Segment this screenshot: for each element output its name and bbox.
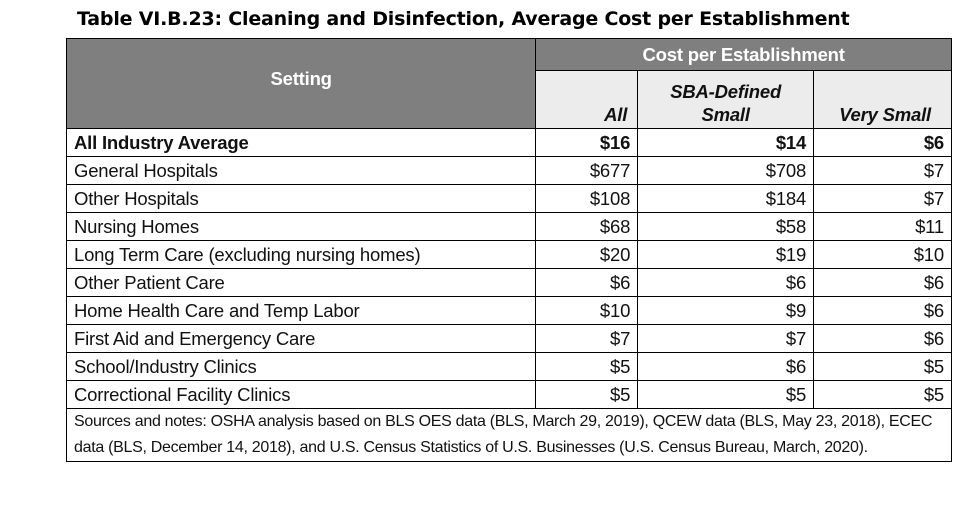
sba-cell: $5 bbox=[637, 380, 815, 409]
cost-table: Setting Cost per Establishment All SBA-D… bbox=[65, 38, 952, 462]
setting-cell: First Aid and Emergency Care bbox=[65, 324, 537, 353]
sba-cell: $708 bbox=[637, 156, 815, 185]
all-cell: $7 bbox=[535, 324, 639, 353]
sba-cell: $7 bbox=[637, 324, 815, 353]
all-cell: $677 bbox=[535, 156, 639, 185]
setting-cell: Correctional Facility Clinics bbox=[65, 380, 537, 409]
header-cost-group: Cost per Establishment bbox=[535, 38, 952, 71]
header-setting: Setting bbox=[65, 38, 537, 129]
all-cell: $10 bbox=[535, 296, 639, 325]
all-cell: $108 bbox=[535, 184, 639, 213]
sources-notes: Sources and notes: OSHA analysis based o… bbox=[66, 408, 952, 462]
sba-cell: $9 bbox=[637, 296, 815, 325]
table-row: Long Term Care (excluding nursing homes)… bbox=[65, 240, 952, 269]
setting-cell: Home Health Care and Temp Labor bbox=[65, 296, 537, 325]
table-row: Nursing Homes $68 $58 $11 bbox=[65, 212, 952, 241]
sba-cell: $58 bbox=[637, 212, 815, 241]
setting-cell: Long Term Care (excluding nursing homes) bbox=[65, 240, 537, 269]
setting-cell: Other Hospitals bbox=[65, 184, 537, 213]
very-small-cell: $6 bbox=[813, 324, 952, 353]
all-cell: $16 bbox=[535, 128, 639, 157]
all-cell: $68 bbox=[535, 212, 639, 241]
all-cell: $6 bbox=[535, 268, 639, 297]
setting-cell: Other Patient Care bbox=[65, 268, 537, 297]
very-small-cell: $7 bbox=[813, 184, 952, 213]
very-small-cell: $5 bbox=[813, 380, 952, 409]
table-row: Other Hospitals $108 $184 $7 bbox=[65, 184, 952, 213]
very-small-cell: $10 bbox=[813, 240, 952, 269]
setting-cell: All Industry Average bbox=[65, 128, 537, 157]
very-small-cell: $5 bbox=[813, 352, 952, 381]
setting-cell: Nursing Homes bbox=[65, 212, 537, 241]
sba-cell: $14 bbox=[637, 128, 815, 157]
very-small-cell: $11 bbox=[813, 212, 952, 241]
table-row: Home Health Care and Temp Labor $10 $9 $… bbox=[65, 296, 952, 325]
sba-cell: $6 bbox=[637, 268, 815, 297]
very-small-cell: $6 bbox=[813, 128, 952, 157]
header-sba-small: SBA-Defined Small bbox=[637, 70, 815, 129]
very-small-cell: $7 bbox=[813, 156, 952, 185]
very-small-cell: $6 bbox=[813, 296, 952, 325]
all-cell: $5 bbox=[535, 352, 639, 381]
sba-cell: $184 bbox=[637, 184, 815, 213]
header-all: All bbox=[535, 70, 639, 129]
header-sba-small-label: SBA-Defined Small bbox=[670, 81, 782, 125]
table-body: All Industry Average $16 $14 $6 General … bbox=[65, 128, 952, 462]
table-row: Correctional Facility Clinics $5 $5 $5 bbox=[65, 380, 952, 409]
table-row: Other Patient Care $6 $6 $6 bbox=[65, 268, 952, 297]
setting-cell: General Hospitals bbox=[65, 156, 537, 185]
sba-cell: $6 bbox=[637, 352, 815, 381]
table-row: General Hospitals $677 $708 $7 bbox=[65, 156, 952, 185]
table-row: School/Industry Clinics $5 $6 $5 bbox=[65, 352, 952, 381]
table-row: First Aid and Emergency Care $7 $7 $6 bbox=[65, 324, 952, 353]
table-row: All Industry Average $16 $14 $6 bbox=[65, 128, 952, 157]
sba-cell: $19 bbox=[637, 240, 815, 269]
setting-cell: School/Industry Clinics bbox=[65, 352, 537, 381]
notes-row: Sources and notes: OSHA analysis based o… bbox=[66, 408, 952, 462]
very-small-cell: $6 bbox=[813, 268, 952, 297]
table-title: Table VI.B.23: Cleaning and Disinfection… bbox=[77, 8, 850, 30]
header-very-small: Very Small bbox=[813, 70, 952, 129]
all-cell: $20 bbox=[535, 240, 639, 269]
all-cell: $5 bbox=[535, 380, 639, 409]
